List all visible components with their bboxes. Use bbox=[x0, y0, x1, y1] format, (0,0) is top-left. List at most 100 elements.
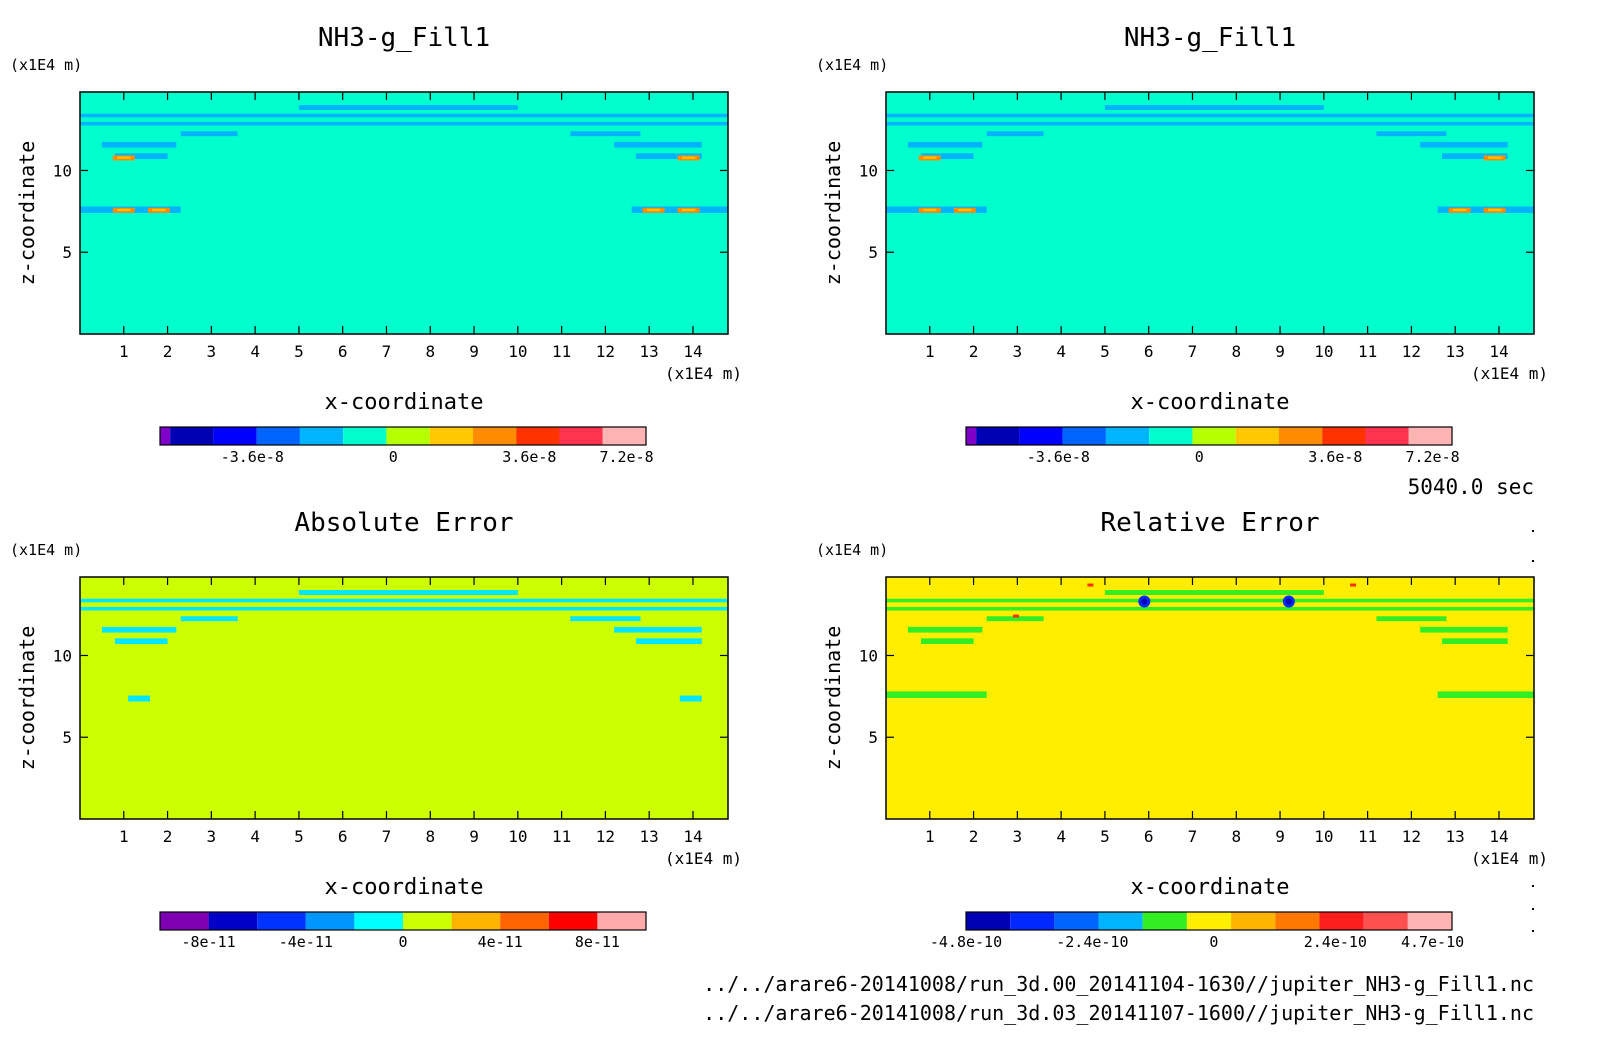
heatmap-blob bbox=[614, 141, 702, 148]
x-tick-label: 6 bbox=[338, 827, 348, 846]
colorbar-swatch bbox=[548, 912, 598, 930]
chart-panel-4: Relative Error(x1E4 m)1 2 3 4 5 6 7 8 9 10 11 12 13 1… bbox=[816, 508, 1548, 951]
colorbar-swatch bbox=[354, 912, 403, 930]
colorbar-tick-label: 7.2e-8 bbox=[1405, 448, 1459, 466]
x-unit-label: (x1E4 m) bbox=[665, 849, 742, 868]
heatmap-blob bbox=[128, 695, 151, 702]
x-tick-label: 4 bbox=[1056, 827, 1066, 846]
heatmap-blob bbox=[679, 695, 702, 702]
heatmap-blob bbox=[1104, 105, 1324, 110]
y-unit-label: (x1E4 m) bbox=[816, 541, 888, 559]
x-unit-label: (x1E4 m) bbox=[1471, 364, 1548, 383]
colorbar-tick-label: 0 bbox=[389, 448, 398, 466]
colorbar-swatch bbox=[257, 912, 306, 930]
heatmap-maximum bbox=[1350, 583, 1357, 587]
heatmap-blob bbox=[986, 131, 1044, 137]
x-axis-label: x-coordinate bbox=[325, 390, 484, 415]
x-tick-label: 8 bbox=[425, 827, 435, 846]
heatmap-hotspot-core bbox=[117, 156, 131, 159]
colorbar-swatch bbox=[1408, 427, 1452, 445]
heatmap-maximum bbox=[1087, 583, 1094, 587]
heatmap-blob bbox=[986, 616, 1044, 622]
x-axis-label: x-coordinate bbox=[1131, 390, 1290, 415]
y-tick-label: 10 bbox=[859, 646, 878, 665]
x-tick-label: 3 bbox=[1013, 827, 1023, 846]
colorbar-swatch bbox=[1010, 912, 1055, 930]
x-tick-label: 13 bbox=[640, 827, 659, 846]
heatmap-band bbox=[80, 113, 728, 118]
colorbar-swatch bbox=[966, 427, 977, 445]
colorbar-tick-label: 7.2e-8 bbox=[599, 448, 653, 466]
heatmap-blob bbox=[636, 153, 702, 160]
colorbar-swatch bbox=[1149, 427, 1193, 445]
colorbar-tick-label: -3.6e-8 bbox=[1027, 448, 1090, 466]
colorbar-swatch bbox=[1192, 427, 1236, 445]
heatmap-blob bbox=[1104, 590, 1324, 595]
heatmap-blob bbox=[614, 626, 702, 633]
y-axis-label: z-coordinate bbox=[821, 141, 845, 286]
colorbar-frame bbox=[159, 911, 647, 931]
x-tick-label: 8 bbox=[425, 342, 435, 361]
heatmap-hotspot-core bbox=[1453, 208, 1467, 211]
y-tick-label: 5 bbox=[62, 243, 72, 262]
colorbar-swatch bbox=[160, 427, 171, 445]
x-tick-label: 6 bbox=[338, 342, 348, 361]
x-tick-label: 10 bbox=[508, 342, 527, 361]
heatmap-hotspot-core bbox=[647, 208, 661, 211]
x-tick-label: 4 bbox=[1056, 342, 1066, 361]
heatmap-blob bbox=[180, 131, 238, 137]
x-tick-label: 6 bbox=[1144, 342, 1154, 361]
x-tick-label: 3 bbox=[207, 342, 217, 361]
colorbar-swatch bbox=[472, 427, 517, 445]
colorbar-swatch bbox=[1062, 427, 1106, 445]
chart-title: NH3-g_Fill1 bbox=[318, 23, 490, 53]
x-tick-label: 12 bbox=[1402, 342, 1421, 361]
heatmap-band bbox=[886, 598, 1534, 603]
colorbar-swatch bbox=[1363, 912, 1408, 930]
x-tick-label: 1 bbox=[925, 342, 935, 361]
heatmap-blob bbox=[636, 638, 702, 645]
chart-title: Absolute Error bbox=[294, 508, 513, 538]
colorbar-swatch bbox=[299, 427, 344, 445]
heatmap-band bbox=[80, 121, 728, 126]
time-label: 5040.0 sec bbox=[1408, 475, 1534, 499]
heatmap-blob bbox=[180, 616, 238, 622]
heatmap-field bbox=[80, 577, 728, 819]
x-tick-label: 11 bbox=[1358, 342, 1377, 361]
x-tick-label: 12 bbox=[596, 342, 615, 361]
colorbar-swatch bbox=[213, 427, 257, 445]
colorbar-swatch bbox=[451, 912, 501, 930]
colorbar-tick-label: 0 bbox=[1209, 933, 1218, 951]
x-tick-label: 1 bbox=[925, 827, 935, 846]
x-tick-label: 9 bbox=[1275, 342, 1285, 361]
separator-dots bbox=[1532, 530, 1534, 932]
heatmap-band bbox=[80, 606, 728, 611]
x-tick-label: 7 bbox=[1188, 342, 1198, 361]
colorbar-swatch bbox=[1142, 912, 1187, 930]
x-tick-label: 14 bbox=[1489, 342, 1508, 361]
heatmap-blob bbox=[1376, 616, 1447, 622]
heatmap-blob bbox=[921, 638, 974, 645]
chart-title: NH3-g_Fill1 bbox=[1124, 23, 1296, 53]
colorbar-tick-label: -4.8e-10 bbox=[930, 933, 1002, 951]
colorbar-swatch bbox=[1407, 912, 1452, 930]
heatmap-minimum-core bbox=[1141, 598, 1148, 605]
x-tick-label: 4 bbox=[250, 342, 260, 361]
colorbar-swatch bbox=[1054, 912, 1099, 930]
colorbar-swatch bbox=[305, 912, 355, 930]
chart-title: Relative Error bbox=[1100, 508, 1319, 538]
x-unit-label: (x1E4 m) bbox=[665, 364, 742, 383]
heatmap-blob bbox=[1442, 638, 1508, 645]
y-unit-label: (x1E4 m) bbox=[816, 56, 888, 74]
x-tick-label: 5 bbox=[1100, 342, 1110, 361]
colorbar-swatch bbox=[256, 427, 300, 445]
x-tick-label: 5 bbox=[294, 342, 304, 361]
colorbar-swatch bbox=[1278, 427, 1323, 445]
heatmap-blob bbox=[1420, 626, 1508, 633]
colorbar-swatch bbox=[1231, 912, 1276, 930]
x-tick-label: 5 bbox=[1100, 827, 1110, 846]
x-tick-label: 11 bbox=[552, 342, 571, 361]
y-tick-label: 10 bbox=[859, 161, 878, 180]
colorbar-swatch bbox=[170, 427, 214, 445]
heatmap-blob bbox=[101, 626, 177, 633]
